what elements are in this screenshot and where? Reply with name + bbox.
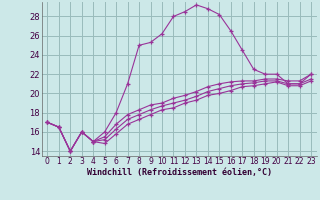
X-axis label: Windchill (Refroidissement éolien,°C): Windchill (Refroidissement éolien,°C) bbox=[87, 168, 272, 177]
